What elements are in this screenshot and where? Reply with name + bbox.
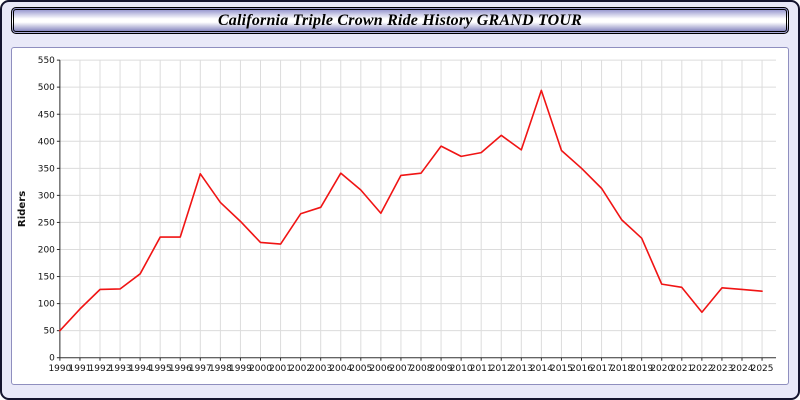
- line-chart: 0501001502002503003504004505005501990199…: [17, 56, 777, 374]
- tick-label: 1995: [149, 364, 172, 374]
- tick-label: 2006: [369, 364, 392, 374]
- tick-label: 0: [49, 354, 55, 364]
- tick-label: 1996: [169, 364, 192, 374]
- tick-label: 500: [38, 83, 55, 93]
- tick-label: 2005: [349, 364, 372, 374]
- tick-label: 1999: [229, 364, 252, 374]
- tick-label: 1993: [109, 364, 132, 374]
- tick-label: 550: [38, 56, 55, 66]
- tick-label: 1997: [189, 364, 212, 374]
- tick-label: 2023: [711, 364, 734, 374]
- tick-label: 2015: [550, 364, 573, 374]
- tick-label: 2017: [590, 364, 613, 374]
- tick-label: 2009: [430, 364, 453, 374]
- tick-label: 2011: [470, 364, 493, 374]
- tick-label: 2019: [630, 364, 653, 374]
- tick-label: 250: [38, 218, 55, 228]
- tick-label: 1990: [48, 364, 71, 374]
- tick-label: 350: [38, 164, 55, 174]
- tick-label: 2018: [610, 364, 633, 374]
- chart-panel: 0 50 100 150 200 250 300 350 400 450 500 550 1990 199…: [11, 47, 789, 385]
- tick-label: 450: [38, 110, 55, 120]
- tick-label: 1994: [129, 364, 152, 374]
- tick-label: 2022: [690, 364, 713, 374]
- chart-line: [59, 89, 763, 332]
- tick-label: 2002: [289, 364, 312, 374]
- tick-label: 2004: [329, 364, 352, 374]
- tick-label: 2008: [410, 364, 433, 374]
- tick-label: 2014: [530, 364, 553, 374]
- tick-label: 2001: [269, 364, 292, 374]
- tick-label: 2012: [490, 364, 513, 374]
- tick-label: 2007: [390, 364, 413, 374]
- tick-label: 2021: [670, 364, 693, 374]
- tick-label: 300: [38, 191, 55, 201]
- tick-label: 2000: [249, 364, 272, 374]
- tick-label: 400: [38, 137, 55, 147]
- y-axis-label: Riders: [17, 191, 28, 227]
- tick-label: 1992: [89, 364, 112, 374]
- tick-label: 1991: [69, 364, 92, 374]
- tick-label: 2025: [751, 364, 774, 374]
- tick-label: 2024: [731, 364, 754, 374]
- tick-label: 1998: [209, 364, 232, 374]
- tick-label: 2020: [650, 364, 673, 374]
- plot-area: [59, 60, 777, 358]
- tick-label: 100: [38, 300, 55, 310]
- tick-label: 2013: [510, 364, 533, 374]
- tick-label: 50: [43, 327, 55, 337]
- tick-label: 2010: [450, 364, 473, 374]
- tick-label: 2016: [570, 364, 593, 374]
- page-title: California Triple Crown Ride History GRA…: [217, 11, 583, 29]
- tick-label: 2003: [309, 364, 332, 374]
- title-bar: California Triple Crown Ride History GRA…: [11, 7, 789, 34]
- tick-label: 150: [38, 273, 55, 283]
- tick-label: 200: [38, 245, 55, 255]
